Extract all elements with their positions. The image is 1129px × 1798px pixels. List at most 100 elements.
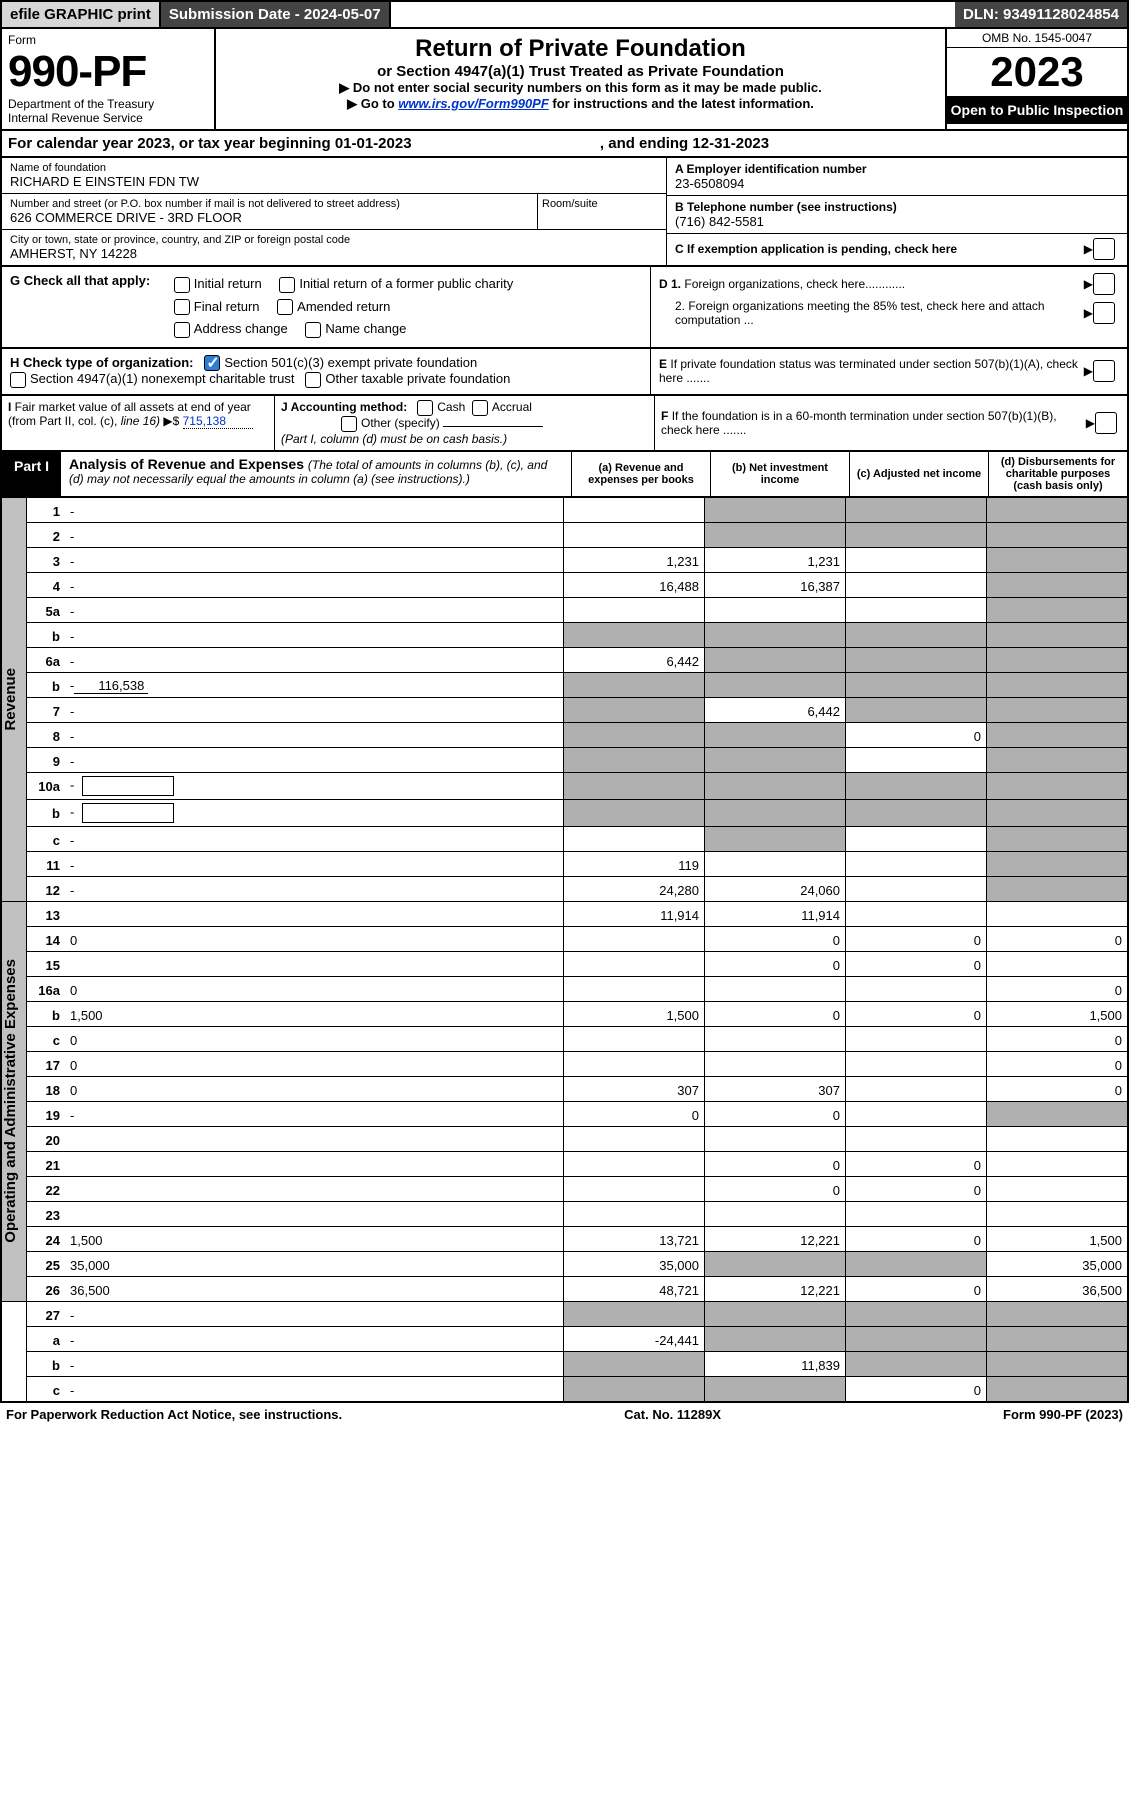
g-o5: Address change bbox=[194, 321, 288, 336]
note2-left: ▶ Go to bbox=[347, 96, 398, 111]
table-row: 2636,50048,72112,221036,500 bbox=[1, 1276, 1128, 1301]
table-row: 2100 bbox=[1, 1151, 1128, 1176]
cell-value bbox=[705, 1051, 846, 1076]
cell-value: 35,000 bbox=[987, 1251, 1129, 1276]
line-desc: - bbox=[65, 1101, 564, 1126]
inline-value-box bbox=[82, 776, 174, 796]
cell-shaded bbox=[987, 1351, 1129, 1376]
line-number: c bbox=[27, 1376, 66, 1402]
cell-value bbox=[564, 1051, 705, 1076]
f-checkbox[interactable] bbox=[1095, 412, 1117, 434]
c-checkbox[interactable] bbox=[1093, 238, 1115, 260]
cell-shaded bbox=[987, 547, 1129, 572]
i-j-f-row: I Fair market value of all assets at end… bbox=[0, 396, 1129, 452]
table-row: 140000 bbox=[1, 926, 1128, 951]
i-section: I Fair market value of all assets at end… bbox=[2, 396, 275, 450]
cell-value bbox=[564, 522, 705, 547]
e-checkbox[interactable] bbox=[1093, 360, 1115, 382]
cell-value bbox=[846, 1126, 987, 1151]
cell-value bbox=[846, 851, 987, 876]
line-number: 24 bbox=[27, 1226, 66, 1251]
blank-side bbox=[1, 1326, 27, 1351]
info-right: A Employer identification number 23-6508… bbox=[666, 158, 1127, 265]
line-desc: 36,500 bbox=[65, 1276, 564, 1301]
g-initial-former-checkbox[interactable] bbox=[279, 277, 295, 293]
line-desc: - bbox=[65, 572, 564, 597]
arrow-icon: ▶ bbox=[1086, 416, 1095, 430]
j-other-checkbox[interactable] bbox=[341, 416, 357, 432]
h-section: H Check type of organization: Section 50… bbox=[2, 349, 650, 394]
cell-value: 307 bbox=[705, 1076, 846, 1101]
table-row: 20 bbox=[1, 1126, 1128, 1151]
line-desc: - bbox=[65, 697, 564, 722]
cell-value bbox=[564, 826, 705, 851]
g-address-checkbox[interactable] bbox=[174, 322, 190, 338]
cell-shaded bbox=[705, 1301, 846, 1326]
cell-shaded bbox=[564, 1351, 705, 1376]
cell-shaded bbox=[846, 772, 987, 799]
d2-checkbox[interactable] bbox=[1093, 302, 1115, 324]
j-accrual-checkbox[interactable] bbox=[472, 400, 488, 416]
h-501c3-checkbox[interactable] bbox=[204, 355, 220, 371]
form990pf-link[interactable]: www.irs.gov/Form990PF bbox=[398, 96, 549, 111]
cell-value bbox=[705, 851, 846, 876]
cell-shaded bbox=[705, 1251, 846, 1276]
line-desc: 0 bbox=[65, 1026, 564, 1051]
col-b-head: (b) Net investment income bbox=[710, 452, 849, 496]
cell-shaded bbox=[846, 672, 987, 697]
c-cell: C If exemption application is pending, c… bbox=[667, 234, 1127, 264]
h-e-row: H Check type of organization: Section 50… bbox=[0, 349, 1129, 396]
g-initial-checkbox[interactable] bbox=[174, 277, 190, 293]
cell-value: 0 bbox=[987, 926, 1129, 951]
cell-shaded bbox=[564, 772, 705, 799]
cal-pre: For calendar year 2023, or tax year begi… bbox=[8, 135, 335, 152]
cell-value: 0 bbox=[846, 722, 987, 747]
line-desc: - bbox=[65, 1326, 564, 1351]
line-desc: - bbox=[65, 799, 564, 826]
g-name-checkbox[interactable] bbox=[305, 322, 321, 338]
cell-value bbox=[705, 597, 846, 622]
table-row: Operating and Administrative Expenses131… bbox=[1, 901, 1128, 926]
col-a-head: (a) Revenue and expenses per books bbox=[571, 452, 710, 496]
room-suite: Room/suite bbox=[537, 194, 666, 229]
h-4947-checkbox[interactable] bbox=[10, 372, 26, 388]
city-cell: City or town, state or province, country… bbox=[2, 230, 666, 265]
cell-value: 0 bbox=[705, 1101, 846, 1126]
cell-shaded bbox=[705, 647, 846, 672]
g-section: G Check all that apply: Initial return I… bbox=[2, 267, 650, 347]
j-cash-checkbox[interactable] bbox=[417, 400, 433, 416]
efile-button[interactable]: efile GRAPHIC print bbox=[2, 2, 161, 27]
cell-value: 0 bbox=[705, 926, 846, 951]
submission-date-label: Submission Date - 2024-05-07 bbox=[161, 2, 391, 27]
cell-value bbox=[846, 1051, 987, 1076]
cell-shaded bbox=[987, 826, 1129, 851]
cell-value: -24,441 bbox=[564, 1326, 705, 1351]
g-amended-checkbox[interactable] bbox=[277, 299, 293, 315]
table-row: 5a- bbox=[1, 597, 1128, 622]
g-final-checkbox[interactable] bbox=[174, 299, 190, 315]
line-desc: - bbox=[65, 497, 564, 522]
cell-value: 16,488 bbox=[564, 572, 705, 597]
ein-label: A Employer identification number bbox=[675, 162, 1119, 176]
top-spacer bbox=[391, 2, 955, 27]
part1-label: Part I bbox=[2, 452, 61, 496]
cell-value bbox=[705, 1201, 846, 1226]
inline-underline-value: 116,538 bbox=[74, 678, 148, 694]
cell-value: 0 bbox=[846, 1151, 987, 1176]
cell-shaded bbox=[846, 697, 987, 722]
cell-value bbox=[846, 547, 987, 572]
cell-value: 11,914 bbox=[705, 901, 846, 926]
footer-left: For Paperwork Reduction Act Notice, see … bbox=[6, 1407, 342, 1422]
line-desc: - bbox=[65, 622, 564, 647]
h-other-checkbox[interactable] bbox=[305, 372, 321, 388]
line-number: 12 bbox=[27, 876, 66, 901]
table-row: Revenue1- bbox=[1, 497, 1128, 522]
cell-shaded bbox=[705, 622, 846, 647]
line-desc: - bbox=[65, 522, 564, 547]
d1-checkbox[interactable] bbox=[1093, 273, 1115, 295]
cell-value: 1,500 bbox=[564, 1001, 705, 1026]
ein-value: 23-6508094 bbox=[675, 176, 1119, 191]
cell-value: 0 bbox=[846, 1376, 987, 1402]
line-desc bbox=[65, 1176, 564, 1201]
addr-value: 626 COMMERCE DRIVE - 3RD FLOOR bbox=[10, 210, 536, 225]
